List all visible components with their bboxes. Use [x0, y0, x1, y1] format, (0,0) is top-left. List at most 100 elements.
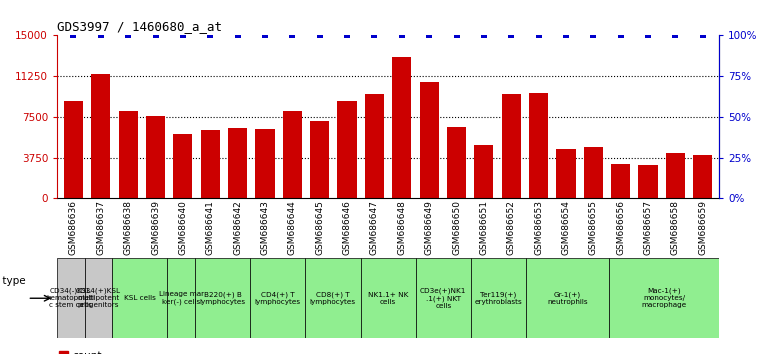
Point [423, 33, 435, 38]
Bar [59, 352, 68, 354]
Bar [201, 130, 220, 198]
Text: GSM686655: GSM686655 [589, 200, 598, 255]
Point [204, 33, 216, 38]
Text: GSM686650: GSM686650 [452, 200, 461, 255]
Bar [337, 101, 357, 198]
Bar [91, 74, 110, 198]
Bar [64, 101, 83, 198]
Text: GSM686636: GSM686636 [69, 200, 78, 255]
Point [505, 33, 517, 38]
Text: CD4(+) T
lymphocytes: CD4(+) T lymphocytes [255, 291, 301, 305]
Text: CD8(+) T
lymphocytes: CD8(+) T lymphocytes [310, 291, 356, 305]
Bar [666, 153, 685, 198]
Point [149, 33, 161, 38]
Point [533, 33, 545, 38]
Bar [419, 82, 439, 198]
Bar [174, 134, 193, 198]
Bar [471, 258, 526, 338]
Point [696, 33, 708, 38]
Text: GSM686654: GSM686654 [562, 200, 571, 255]
Bar [84, 258, 113, 338]
Point [122, 33, 134, 38]
Bar [693, 155, 712, 198]
Point [368, 33, 380, 38]
Text: Gr-1(+)
neutrophils: Gr-1(+) neutrophils [547, 291, 587, 305]
Bar [416, 258, 471, 338]
Bar [638, 165, 658, 198]
Text: CD34(+)KSL
multipotent
progenitors: CD34(+)KSL multipotent progenitors [76, 288, 121, 308]
Text: Mac-1(+)
monocytes/
macrophage: Mac-1(+) monocytes/ macrophage [642, 288, 686, 308]
Point [478, 33, 490, 38]
Bar [474, 145, 493, 198]
Point [68, 33, 80, 38]
Bar [195, 258, 250, 338]
Text: GSM686638: GSM686638 [124, 200, 132, 255]
Text: GSM686659: GSM686659 [699, 200, 707, 255]
Text: GSM686648: GSM686648 [397, 200, 406, 255]
Bar [167, 258, 195, 338]
Point [286, 33, 298, 38]
Text: B220(+) B
lymphocytes: B220(+) B lymphocytes [199, 291, 246, 305]
Bar [392, 57, 412, 198]
Text: GSM686640: GSM686640 [178, 200, 187, 255]
Text: GSM686652: GSM686652 [507, 200, 516, 255]
Point [231, 33, 244, 38]
Text: GSM686653: GSM686653 [534, 200, 543, 255]
Text: CD3e(+)NK1
.1(+) NKT
cells: CD3e(+)NK1 .1(+) NKT cells [420, 288, 466, 309]
Text: GSM686642: GSM686642 [233, 200, 242, 255]
Bar [609, 258, 719, 338]
Point [259, 33, 271, 38]
Point [314, 33, 326, 38]
Bar [250, 258, 305, 338]
Bar [611, 164, 630, 198]
Text: Lineage mar
ker(-) cells: Lineage mar ker(-) cells [158, 291, 204, 305]
Text: NK1.1+ NK
cells: NK1.1+ NK cells [368, 292, 409, 305]
Point [177, 33, 189, 38]
Text: GSM686658: GSM686658 [671, 200, 680, 255]
Point [95, 33, 107, 38]
Bar [228, 128, 247, 198]
Bar [529, 93, 548, 198]
Bar [584, 147, 603, 198]
Point [560, 33, 572, 38]
Text: GSM686644: GSM686644 [288, 200, 297, 255]
Bar [447, 127, 466, 198]
Text: GSM686651: GSM686651 [479, 200, 489, 255]
Bar [526, 258, 609, 338]
Point [451, 33, 463, 38]
Bar [256, 129, 275, 198]
Point [669, 33, 681, 38]
Text: GSM686657: GSM686657 [644, 200, 652, 255]
Bar [283, 112, 302, 198]
Text: GSM686639: GSM686639 [151, 200, 160, 255]
Text: GSM686643: GSM686643 [260, 200, 269, 255]
Text: CD34(-)KSL
hematopoieti
c stem cells: CD34(-)KSL hematopoieti c stem cells [47, 288, 95, 308]
Text: GDS3997 / 1460680_a_at: GDS3997 / 1460680_a_at [57, 20, 222, 33]
Text: Ter119(+)
erythroblasts: Ter119(+) erythroblasts [475, 291, 522, 305]
Bar [361, 258, 416, 338]
Text: GSM686645: GSM686645 [315, 200, 324, 255]
Text: KSL cells: KSL cells [124, 295, 156, 301]
Bar [501, 94, 521, 198]
Text: GSM686656: GSM686656 [616, 200, 625, 255]
Bar [556, 149, 575, 198]
Text: GSM686647: GSM686647 [370, 200, 379, 255]
Text: GSM686646: GSM686646 [342, 200, 352, 255]
Text: GSM686641: GSM686641 [205, 200, 215, 255]
Point [396, 33, 408, 38]
Text: GSM686649: GSM686649 [425, 200, 434, 255]
Point [341, 33, 353, 38]
Bar [119, 112, 138, 198]
Bar [113, 258, 167, 338]
Point [642, 33, 654, 38]
Bar [57, 258, 84, 338]
Bar [310, 121, 330, 198]
Bar [365, 94, 384, 198]
Point [587, 33, 600, 38]
Bar [146, 116, 165, 198]
Text: cell type: cell type [0, 276, 26, 286]
Point [615, 33, 627, 38]
Text: GSM686637: GSM686637 [97, 200, 105, 255]
Bar [305, 258, 361, 338]
Text: count: count [72, 351, 102, 354]
